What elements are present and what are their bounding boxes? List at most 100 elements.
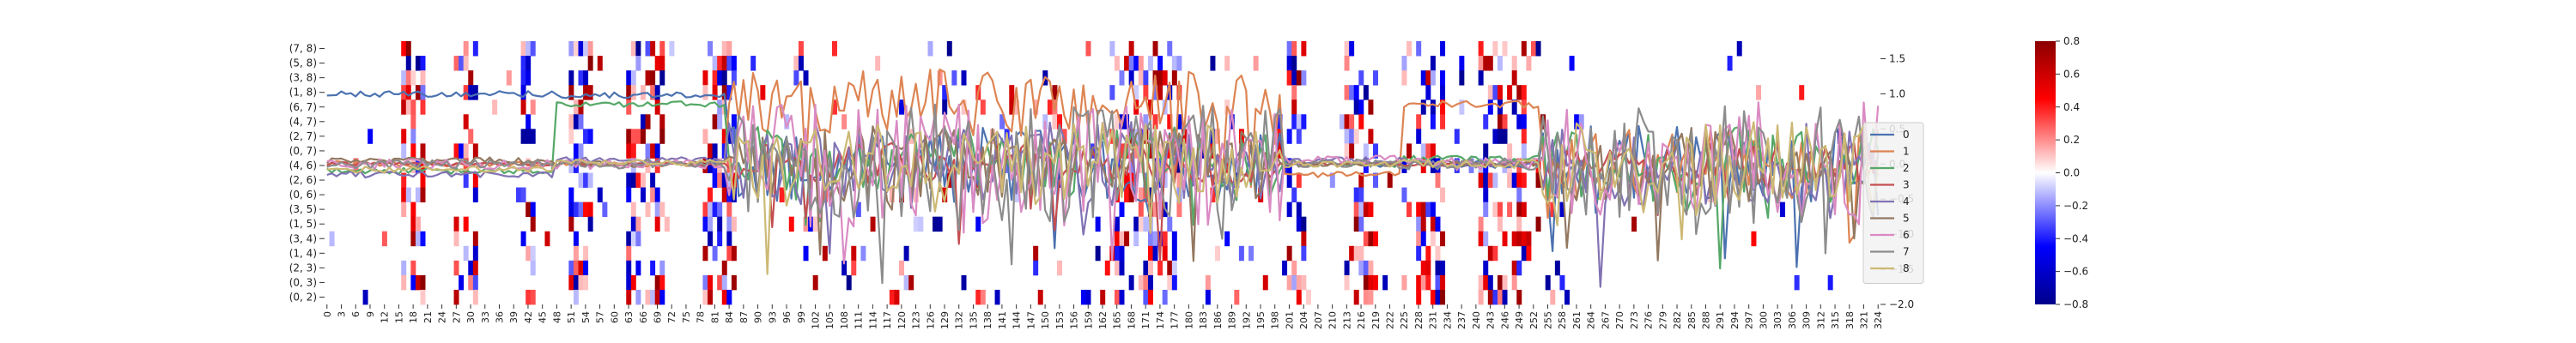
heatmap-cell	[1535, 41, 1541, 57]
heatmap-cell	[1176, 172, 1182, 188]
heatmap-cell	[520, 85, 526, 100]
heatmap-cell	[1511, 172, 1517, 188]
heatmap-cell	[463, 114, 469, 129]
heatmap-cell	[410, 274, 416, 291]
heatmap-cell	[1430, 143, 1436, 159]
x-tick-label: 222	[1385, 311, 1396, 329]
heatmap-cell	[1478, 274, 1484, 291]
x-tick-label: 120	[896, 311, 908, 329]
heatmap-cell	[453, 231, 459, 247]
heatmap-cell	[1516, 202, 1522, 218]
heatmap-cell	[1095, 245, 1101, 262]
heatmap-cell	[1430, 289, 1436, 305]
heatmap-cell	[731, 70, 737, 86]
heatmap-cell	[1171, 260, 1177, 276]
x-tick-label: 240	[1471, 311, 1482, 329]
heatmap-cell	[1430, 216, 1436, 232]
y-tick-label: (1, 5)	[289, 218, 317, 230]
heatmap-cell	[798, 41, 804, 57]
heatmap-cell	[568, 41, 574, 57]
heatmap-cell	[731, 216, 737, 232]
heatmap-cell	[1430, 56, 1436, 71]
heatmap-cell	[1033, 245, 1039, 262]
heatmap-cell	[573, 143, 579, 159]
x-tick-label: 75	[681, 311, 692, 323]
heatmap-cell	[764, 158, 770, 173]
heatmap-cell	[1171, 231, 1177, 247]
heatmap-cell	[731, 114, 737, 129]
heatmap-cell	[573, 260, 579, 276]
heatmap-cell	[1526, 56, 1532, 71]
heatmap-cell	[1487, 85, 1493, 100]
heatmap-cell	[654, 56, 660, 71]
heatmap-cell	[626, 245, 632, 262]
heatmap-cell	[899, 158, 905, 173]
heatmap-cell	[516, 187, 521, 203]
heatmap-cell	[942, 99, 948, 115]
x-tick-label: 261	[1571, 311, 1583, 329]
heatmap-cell	[568, 260, 574, 276]
heatmap-cell	[587, 56, 593, 71]
heatmap-cell	[1521, 114, 1527, 129]
heatmap-cell	[1368, 260, 1374, 276]
heatmap-cell	[1162, 289, 1168, 305]
heatmap-cell	[1344, 274, 1350, 291]
heatmap-cell	[1286, 172, 1292, 188]
x-tick-label: 234	[1442, 311, 1453, 329]
heatmap-cell	[961, 99, 967, 115]
heatmap-cell	[1526, 245, 1532, 262]
heatmap-cell	[1344, 56, 1350, 71]
heatmap-cell	[583, 70, 589, 86]
heatmap-cell	[899, 260, 905, 276]
heatmap-cell	[472, 85, 478, 100]
heatmap-cell	[1497, 129, 1503, 144]
heatmap-cell	[1483, 172, 1489, 188]
heatmap-cell	[1507, 143, 1513, 159]
heatmap-cell	[1171, 274, 1177, 291]
colorbar-tick-label: −0.8	[2063, 298, 2088, 310]
heatmap-cell	[1291, 41, 1297, 57]
heatmap-cell	[659, 56, 665, 71]
x-tick-label: 42	[523, 311, 534, 323]
legend-label: 6	[1903, 229, 1910, 241]
x-tick-label: 90	[753, 311, 764, 323]
heatmap-cell	[650, 260, 656, 276]
heatmap-cell	[712, 114, 718, 129]
x-tick-label: 12	[380, 311, 391, 323]
x-tick-label: 210	[1327, 311, 1339, 329]
legend-label: 8	[1903, 262, 1910, 274]
heatmap-cell	[1564, 289, 1570, 305]
heatmap-cell	[980, 289, 986, 305]
heatmap-cell	[640, 129, 646, 144]
heatmap-cell	[1358, 202, 1364, 218]
heatmap-cell	[750, 56, 756, 71]
heatmap-cell	[1349, 143, 1355, 159]
heatmap-cell	[1454, 129, 1460, 144]
heatmap-cell	[822, 245, 828, 262]
x-tick-label: 249	[1514, 311, 1525, 329]
heatmap-cell	[1114, 231, 1120, 247]
heatmap-cell	[415, 274, 421, 291]
heatmap-cell	[645, 289, 651, 305]
heatmap-cell	[1052, 85, 1058, 100]
heatmap-cell	[1535, 172, 1541, 188]
heatmap-cell	[1794, 274, 1800, 291]
heatmap-cell	[1492, 129, 1498, 144]
y-tick-label: (0, 7)	[289, 145, 317, 157]
heatmap-cell	[472, 274, 478, 291]
heatmap-cell	[702, 85, 708, 100]
heatmap-cell	[401, 41, 407, 57]
heatmap-cell	[1511, 231, 1517, 247]
x-tick-label: 21	[422, 311, 434, 323]
x-tick-label: 285	[1686, 311, 1698, 329]
heatmap-cell	[717, 216, 723, 232]
heatmap-cell	[410, 216, 416, 232]
x-tick-label: 162	[1097, 311, 1109, 329]
line-series-group	[326, 68, 1880, 288]
x-tick-label: 201	[1284, 311, 1295, 329]
heatmap-cell	[1301, 274, 1307, 291]
heatmap-cell	[1416, 274, 1422, 291]
heatmap-cell	[1339, 114, 1345, 129]
colorbar-tick-label: −0.2	[2063, 200, 2088, 212]
heatmap-cell	[1152, 114, 1158, 129]
